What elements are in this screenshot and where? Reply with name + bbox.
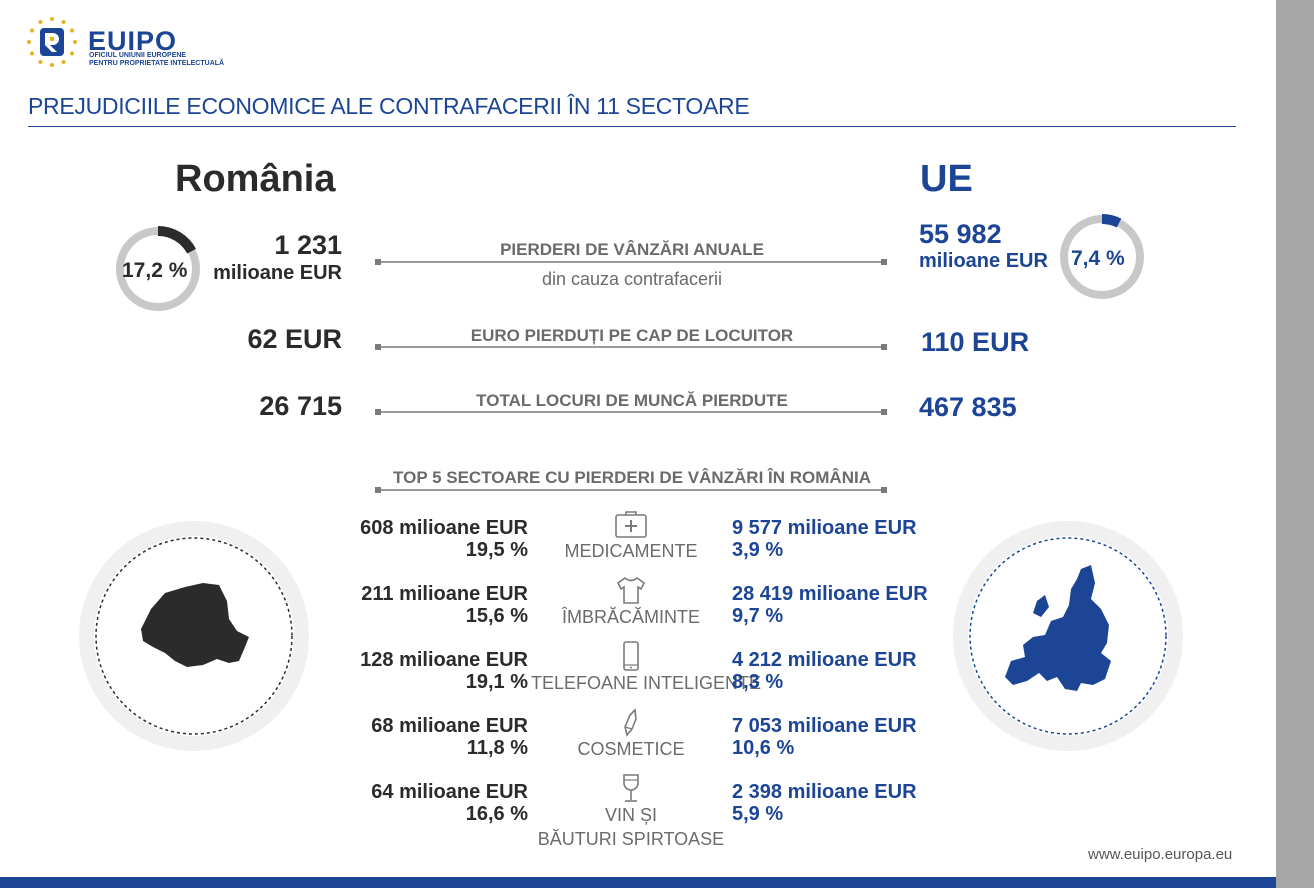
romania-sector-percent: 15,6 % — [465, 605, 528, 627]
eu-sector-percent: 3,9 % — [732, 539, 784, 561]
romania-sales-loss-value: 1 231 — [274, 230, 342, 260]
eu-map-icon — [1005, 565, 1111, 691]
logo-wordmark: EUIPO — [88, 26, 178, 56]
per-capita-connector — [378, 346, 884, 348]
tshirt-icon — [616, 576, 646, 604]
eu-share-label: 7,4 % — [1071, 247, 1125, 270]
connector-left-dot — [375, 344, 381, 350]
sales-loss-connector — [378, 261, 884, 263]
eu-sector-value: 4 212 milioane EUR — [732, 649, 917, 671]
connector-right-dot — [881, 409, 887, 415]
title-divider — [28, 126, 1236, 127]
eu-sales-loss-value: 55 982 — [919, 219, 1002, 249]
connector-left-dot — [375, 409, 381, 415]
smartphone-icon — [623, 641, 639, 671]
jobs-lost-title: TOTAL LOCURI DE MUNCĂ PIERDUTE — [476, 391, 788, 410]
connector-left-dot — [375, 487, 381, 493]
eu-sales-loss-unit: milioane EUR — [919, 250, 1048, 272]
sales-loss-title: PIERDERI DE VÂNZĂRI ANUALE — [500, 240, 764, 259]
romania-per-capita-value: 62 EUR — [247, 324, 342, 354]
eu-sector-percent: 9,7 % — [732, 605, 784, 627]
first-aid-kit-icon — [615, 511, 647, 538]
right-gray-strip — [1276, 0, 1314, 888]
romania-share-label: 17,2 % — [122, 259, 188, 282]
eu-sector-value: 7 053 milioane EUR — [732, 715, 917, 737]
sector-name: COSMETICE — [577, 739, 685, 759]
sector-name: ÎMBRĂCĂMINTE — [561, 607, 700, 627]
romania-sector-percent: 16,6 % — [465, 803, 528, 825]
eu-sector-percent: 10,6 % — [732, 737, 795, 759]
eu-per-capita-value: 110 EUR — [921, 327, 1030, 357]
jobs-lost-connector — [378, 411, 884, 413]
romania-sales-loss-unit: milioane EUR — [213, 262, 342, 284]
page-title: PREJUDICIILE ECONOMICE ALE CONTRAFACERII… — [28, 93, 750, 119]
connector-right-dot — [881, 487, 887, 493]
romania-sector-percent: 11,8 % — [466, 737, 528, 759]
romania-share-arc — [115, 226, 201, 312]
sales-loss-subtitle: din cauza contrafacerii — [541, 269, 723, 289]
eu-sector-percent: 8,3 % — [732, 671, 784, 693]
eu-sector-percent: 5,9 % — [732, 803, 784, 825]
per-capita-title: EURO PIERDUȚI PE CAP DE LOCUITOR — [470, 326, 794, 345]
connector-right-dot — [881, 344, 887, 350]
footer-url: www.euipo.europa.eu — [1088, 846, 1233, 863]
eu-sector-value: 9 577 milioane EUR — [732, 517, 917, 539]
top5-connector — [378, 489, 884, 491]
eu-jobs-lost-value: 467 835 — [919, 392, 1017, 422]
connector-left-dot — [375, 259, 381, 265]
romania-sector-value: 68 milioane EUR — [371, 715, 528, 737]
bottom-blue-bar — [0, 877, 1276, 888]
romania-share-donut — [115, 226, 201, 312]
sector-name-line-2: BĂUTURI SPIRTOASE — [537, 829, 725, 849]
romania-sector-value: 608 milioane EUR — [360, 517, 528, 539]
lipstick-icon — [624, 708, 637, 737]
eu-heading: UE — [920, 158, 973, 200]
eu-share-donut — [1059, 214, 1145, 300]
sector-name: TELEFOANE INTELIGENTE — [531, 673, 762, 693]
eu-share-arc — [1059, 214, 1145, 300]
romania-heading: România — [175, 158, 336, 200]
euipo-logo-icon — [27, 17, 77, 67]
eu-map-circle — [953, 521, 1183, 751]
wine-glass-icon — [623, 774, 639, 802]
sector-name: MEDICAMENTE — [564, 541, 698, 561]
romania-map-circle — [79, 521, 309, 751]
eu-sector-value: 2 398 milioane EUR — [732, 781, 917, 803]
top5-title: TOP 5 SECTOARE CU PIERDERI DE VÂNZĂRI ÎN… — [393, 468, 871, 487]
eu-sector-value: 28 419 milioane EUR — [732, 583, 928, 605]
romania-jobs-lost-value: 26 715 — [259, 391, 342, 421]
connector-right-dot — [881, 259, 887, 265]
romania-sector-value: 64 milioane EUR — [371, 781, 528, 803]
romania-sector-value: 128 milioane EUR — [360, 649, 528, 671]
sector-name: VIN ȘI — [604, 805, 657, 825]
romania-map-icon — [141, 583, 249, 667]
romania-sector-percent: 19,5 % — [465, 539, 528, 561]
logo-subtitle: OFICIUL UNIUNII EUROPENE PENTRU PROPRIET… — [89, 52, 225, 67]
romania-sector-percent: 19,1 % — [465, 671, 528, 693]
romania-sector-value: 211 milioane EUR — [361, 583, 528, 605]
